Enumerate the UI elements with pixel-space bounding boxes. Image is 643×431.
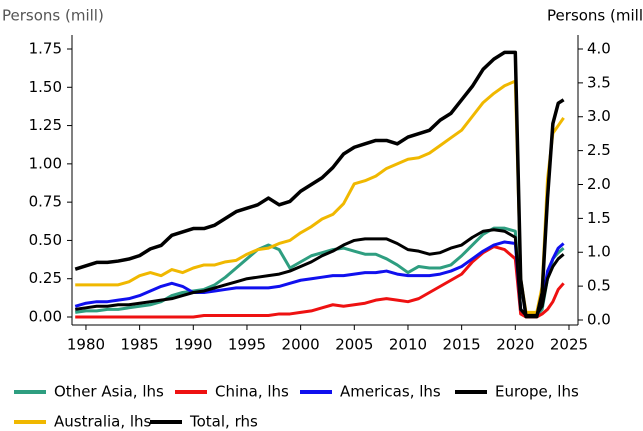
x-tick-label: 2010 bbox=[389, 336, 427, 354]
y2-tick-label: 2.5 bbox=[587, 141, 611, 159]
x-tick-label: 2020 bbox=[496, 336, 534, 354]
x-tick-label: 2005 bbox=[335, 336, 373, 354]
y2-tick-label: 4.0 bbox=[587, 39, 611, 57]
legend-label: Other Asia, lhs bbox=[54, 383, 164, 401]
line-series bbox=[74, 50, 565, 319]
line-series bbox=[75, 228, 565, 317]
legend-label: Americas, lhs bbox=[340, 383, 441, 401]
y2-tick-label: 3.5 bbox=[587, 73, 611, 91]
x-tick-label: 1985 bbox=[121, 336, 159, 354]
x-tick-label: 2000 bbox=[282, 336, 320, 354]
x-tick-label: 1980 bbox=[67, 336, 105, 354]
y-axis-label: Persons (mill) bbox=[2, 7, 104, 25]
legend-label: Europe, lhs bbox=[495, 383, 579, 401]
x-tick-label: 2025 bbox=[550, 336, 588, 354]
x-tick-label: 1990 bbox=[174, 336, 212, 354]
y-tick-label: 1.00 bbox=[29, 154, 62, 172]
line-series bbox=[75, 245, 565, 319]
y-tick-label: 0.25 bbox=[29, 269, 62, 287]
y2-tick-label: 0.5 bbox=[587, 277, 611, 295]
y2-tick-label: 1.5 bbox=[587, 209, 611, 227]
y2-tick-label: 3.0 bbox=[587, 107, 611, 125]
y-tick-label: 1.25 bbox=[29, 116, 62, 134]
y-tick-label: 0.50 bbox=[29, 231, 62, 249]
y-tick-label: 1.50 bbox=[29, 78, 62, 96]
legend-label: Australia, lhs bbox=[54, 413, 152, 431]
line-series bbox=[75, 79, 565, 314]
y-tick-label: 0.75 bbox=[29, 193, 62, 211]
y2-tick-label: 0.0 bbox=[587, 311, 611, 329]
y-tick-label: 0.00 bbox=[29, 308, 62, 326]
y2-tick-label: 1.0 bbox=[587, 243, 611, 261]
legend-label: Total, rhs bbox=[189, 413, 258, 431]
x-tick-label: 2015 bbox=[443, 336, 481, 354]
y-tick-label: 1.75 bbox=[29, 39, 62, 57]
y2-axis-label: Persons (mill bbox=[547, 7, 643, 25]
legend-label: China, lhs bbox=[215, 383, 289, 401]
line-series bbox=[74, 240, 565, 317]
y2-tick-label: 2.0 bbox=[587, 175, 611, 193]
x-tick-label: 1995 bbox=[228, 336, 266, 354]
